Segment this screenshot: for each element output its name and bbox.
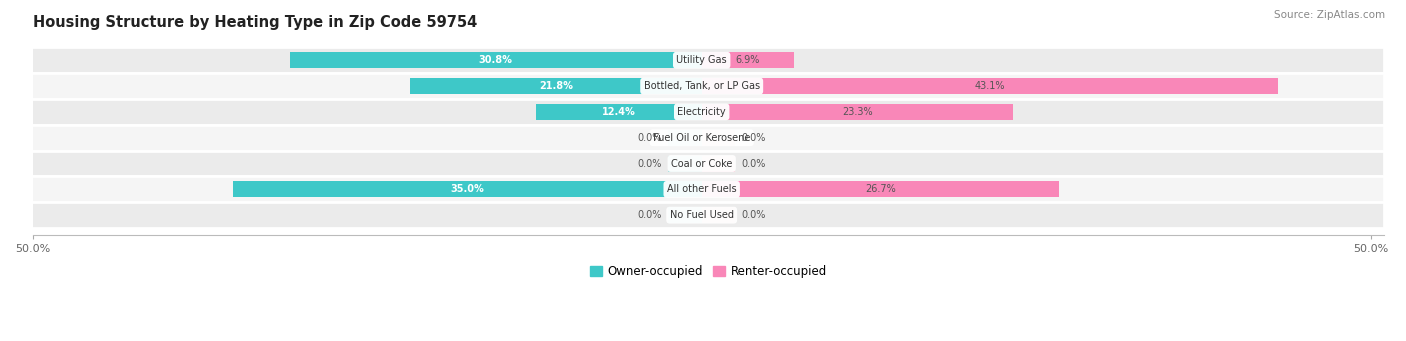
Bar xyxy=(290,52,702,68)
Bar xyxy=(702,155,735,172)
Text: Utility Gas: Utility Gas xyxy=(676,55,727,65)
Bar xyxy=(411,78,702,94)
Bar xyxy=(702,130,735,146)
Text: Coal or Coke: Coal or Coke xyxy=(671,159,733,168)
Bar xyxy=(20,125,1384,151)
Bar xyxy=(702,207,735,223)
Bar xyxy=(20,202,1384,228)
Text: 0.0%: 0.0% xyxy=(742,159,766,168)
Text: 43.1%: 43.1% xyxy=(974,81,1005,91)
Bar xyxy=(702,52,794,68)
Bar xyxy=(20,151,1384,176)
Legend: Owner-occupied, Renter-occupied: Owner-occupied, Renter-occupied xyxy=(585,261,831,283)
Text: 0.0%: 0.0% xyxy=(637,210,662,220)
Bar xyxy=(668,130,702,146)
Bar xyxy=(668,207,702,223)
Bar xyxy=(20,73,1384,99)
Text: All other Fuels: All other Fuels xyxy=(666,184,737,194)
Text: No Fuel Used: No Fuel Used xyxy=(669,210,734,220)
Text: 23.3%: 23.3% xyxy=(842,107,873,117)
Text: 0.0%: 0.0% xyxy=(637,159,662,168)
Bar xyxy=(20,176,1384,202)
Bar xyxy=(20,47,1384,73)
Text: 35.0%: 35.0% xyxy=(451,184,485,194)
Text: 0.0%: 0.0% xyxy=(742,133,766,143)
Text: Source: ZipAtlas.com: Source: ZipAtlas.com xyxy=(1274,10,1385,20)
Text: 12.4%: 12.4% xyxy=(602,107,636,117)
Text: 0.0%: 0.0% xyxy=(742,210,766,220)
Text: 0.0%: 0.0% xyxy=(637,133,662,143)
Bar xyxy=(20,99,1384,125)
Text: 30.8%: 30.8% xyxy=(478,55,513,65)
Bar xyxy=(702,181,1059,197)
Bar xyxy=(668,155,702,172)
Text: Electricity: Electricity xyxy=(678,107,725,117)
Bar xyxy=(233,181,702,197)
Text: 6.9%: 6.9% xyxy=(735,55,761,65)
Bar xyxy=(702,78,1278,94)
Bar xyxy=(536,104,702,120)
Text: Fuel Oil or Kerosene: Fuel Oil or Kerosene xyxy=(652,133,751,143)
Text: 26.7%: 26.7% xyxy=(865,184,896,194)
Text: Housing Structure by Heating Type in Zip Code 59754: Housing Structure by Heating Type in Zip… xyxy=(32,15,477,30)
Text: 21.8%: 21.8% xyxy=(538,81,572,91)
Text: Bottled, Tank, or LP Gas: Bottled, Tank, or LP Gas xyxy=(644,81,759,91)
Bar xyxy=(702,104,1014,120)
